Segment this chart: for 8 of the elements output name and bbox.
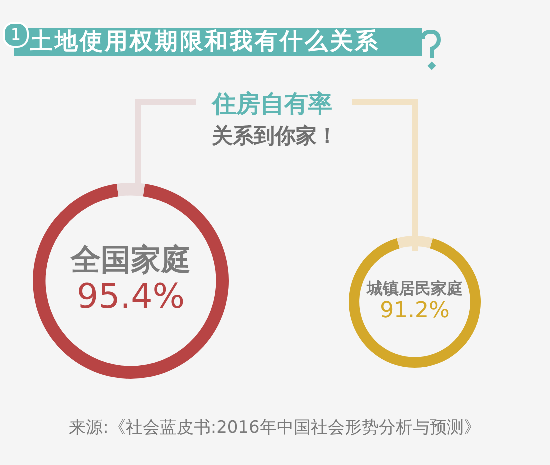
data-label: 95.4% [76,276,186,317]
chart-subtitle: 住房自有率 [210,89,334,120]
slice-label: 全国家庭 [70,243,191,278]
text: 关系到你家！ [210,123,339,150]
source-note: 来源:《社会蓝皮书:2016年中国社会形势分析与预测》 [68,417,482,439]
slice-label: 城镇居民家庭 [366,279,463,298]
data-label: 91.2% [380,298,450,324]
number-badge: 1 [3,22,29,48]
